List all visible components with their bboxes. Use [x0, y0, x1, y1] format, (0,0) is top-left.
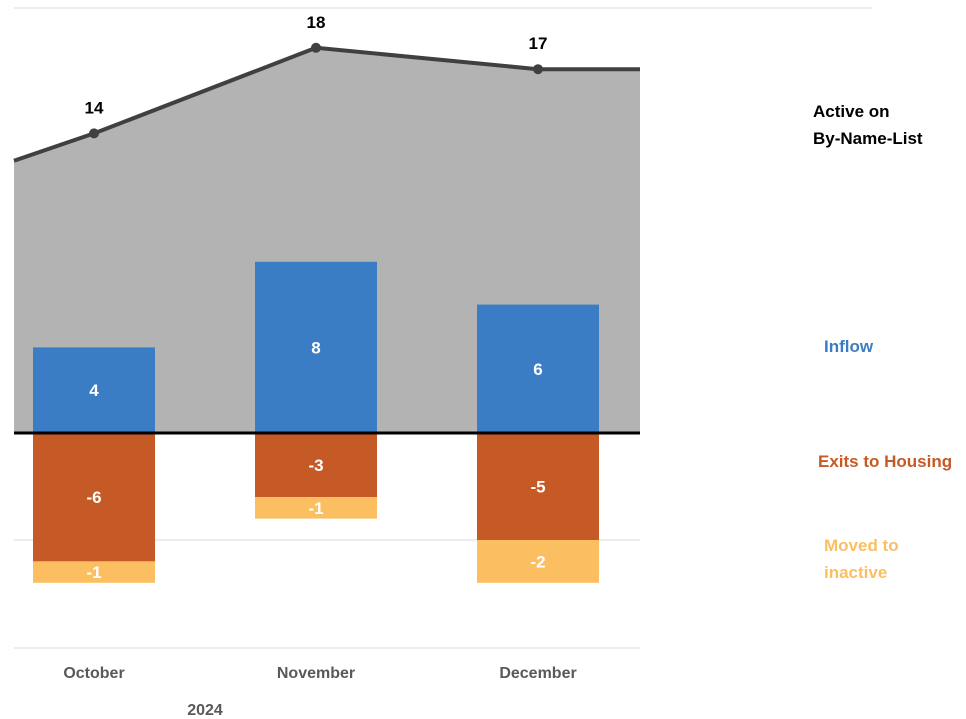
- bar-inflow: [477, 304, 599, 433]
- bar-exits: [255, 433, 377, 498]
- legend-moved-line2: inactive: [824, 563, 888, 582]
- data-label-inflow: 6: [533, 360, 542, 379]
- data-label-inflow: 4: [89, 381, 99, 400]
- bar-inflow: [255, 261, 377, 433]
- data-label-active: 18: [307, 13, 326, 32]
- legend-exits: Exits to Housing: [818, 448, 952, 475]
- legend-moved-line1: Moved to: [824, 536, 899, 555]
- legend-inflow: Inflow: [824, 333, 873, 360]
- bar-exits: [33, 433, 155, 562]
- x-axis-labels: October November December 2024: [63, 665, 576, 719]
- x-tick-label: October: [63, 665, 124, 682]
- active-line: [13, 42, 640, 163]
- bar-exits: [477, 433, 599, 540]
- data-label-exits: -3: [308, 456, 323, 475]
- active-line-point: [533, 64, 543, 75]
- data-label-exits: -6: [86, 488, 101, 507]
- legend-active-line1: Active on: [813, 102, 890, 121]
- legend-moved: Moved to inactive: [824, 532, 899, 586]
- data-label-active: 17: [529, 34, 548, 53]
- legend-active-line2: By-Name-List: [813, 129, 923, 148]
- data-label-moved: -2: [530, 552, 545, 571]
- data-label-exits: -5: [530, 478, 545, 497]
- bar-moved: [255, 497, 377, 519]
- data-label-moved: -1: [308, 499, 323, 518]
- data-label-inflow: 8: [311, 338, 320, 357]
- data-label-moved: -1: [86, 563, 101, 582]
- active-line-point: [311, 42, 321, 53]
- legend-inflow-label: Inflow: [824, 337, 874, 356]
- data-label-active: 14: [85, 98, 104, 117]
- bar-inflow: [33, 347, 155, 433]
- x-group-label: 2024: [187, 702, 223, 719]
- x-tick-label: December: [499, 665, 576, 682]
- x-tick-label: November: [277, 665, 355, 682]
- bar-moved: [33, 561, 155, 583]
- active-line-point: [89, 128, 99, 139]
- legend-exits-label: Exits to Housing: [818, 452, 953, 471]
- legend-active: Active on By-Name-List: [813, 98, 923, 152]
- data-labels: 4 -6 -1 8 -3 -1 6 -5 -2 14 18 17: [85, 13, 548, 582]
- bars: [33, 261, 599, 583]
- bar-moved: [477, 540, 599, 583]
